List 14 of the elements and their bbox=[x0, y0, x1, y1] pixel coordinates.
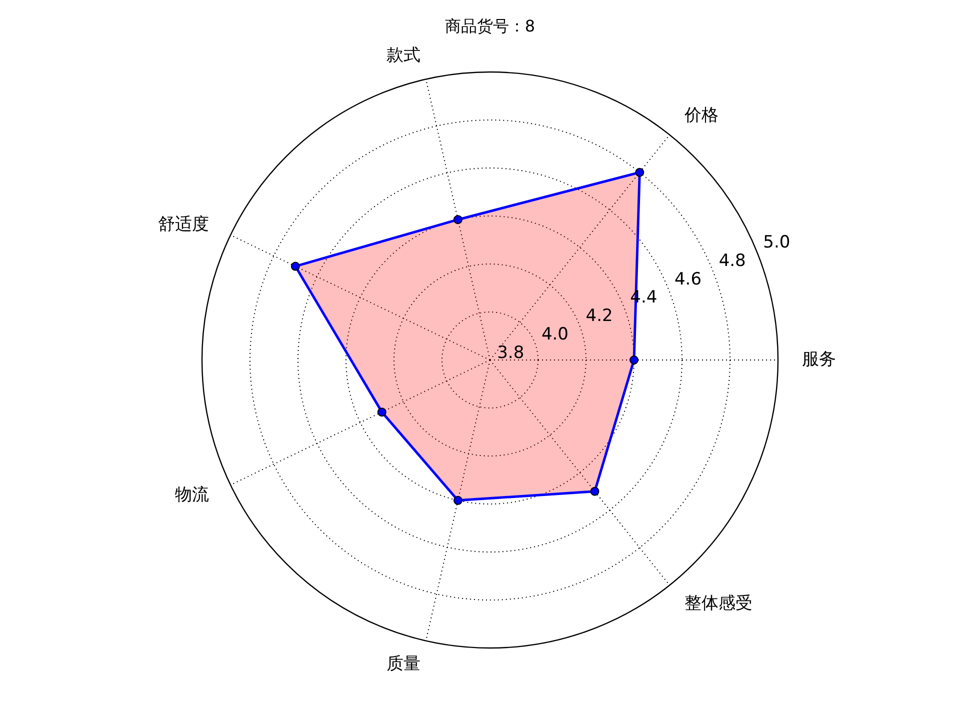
chart-title: 商品货号：8 bbox=[444, 16, 536, 36]
spoke-label: 服务 bbox=[802, 350, 836, 370]
spoke-label: 整体感受 bbox=[684, 594, 753, 614]
y-tick-label: 4.8 bbox=[718, 250, 746, 271]
y-tick-label: 4.0 bbox=[541, 324, 568, 344]
y-tick-label: 3.8 bbox=[497, 342, 524, 363]
spoke-label: 价格 bbox=[684, 106, 719, 126]
y-tick-label: 4.6 bbox=[674, 269, 702, 290]
spoke-label: 舒适度 bbox=[158, 214, 209, 234]
y-tick-label: 4.2 bbox=[586, 306, 613, 326]
spoke-label: 质量 bbox=[386, 654, 421, 674]
y-tick-label: 5.0 bbox=[763, 232, 790, 253]
spoke-label: 物流 bbox=[174, 485, 209, 506]
spoke-label: 款式 bbox=[386, 45, 421, 66]
